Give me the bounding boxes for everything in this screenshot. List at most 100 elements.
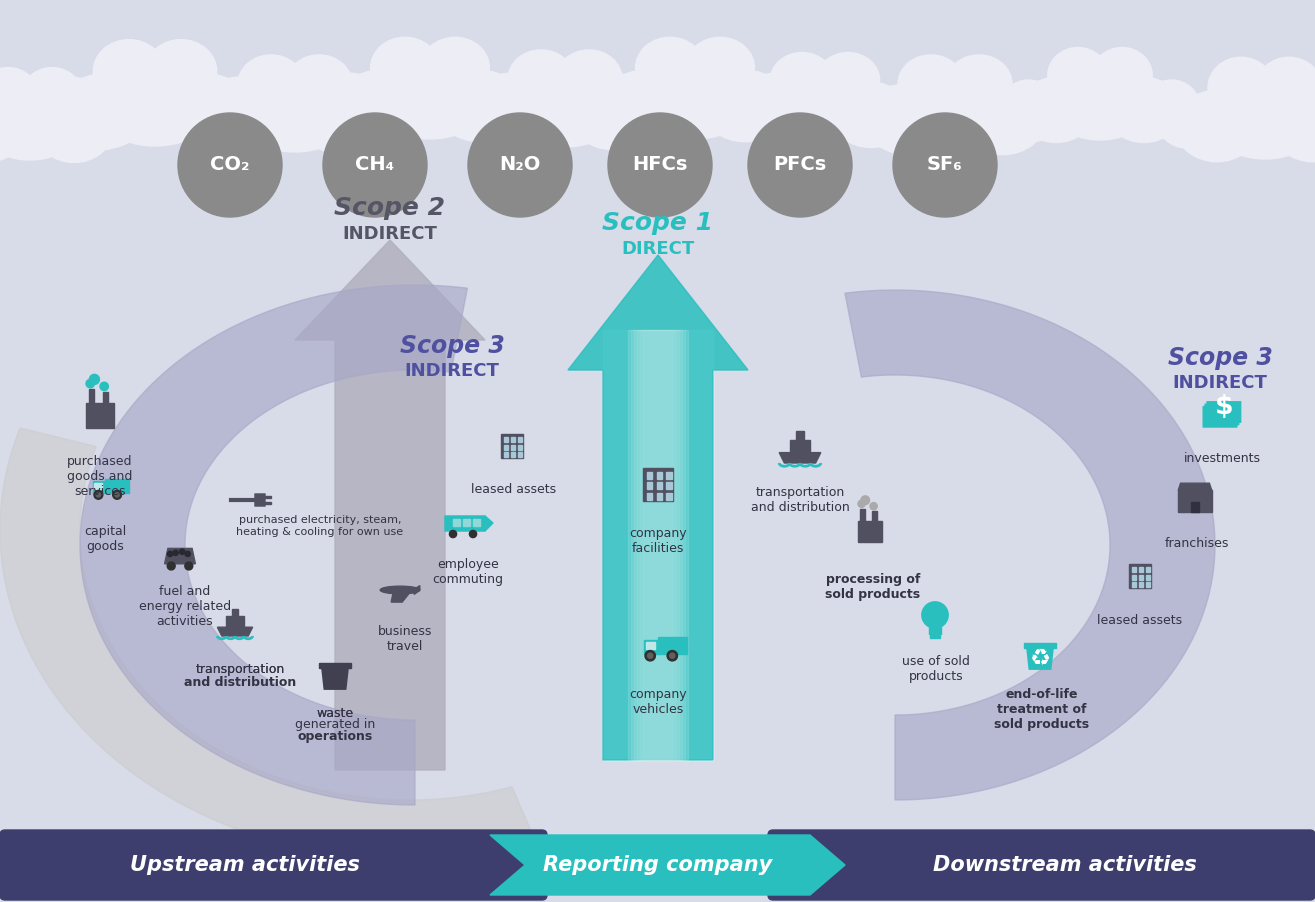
Ellipse shape	[475, 81, 559, 150]
FancyBboxPatch shape	[89, 389, 95, 406]
Text: employee
commuting: employee commuting	[433, 558, 504, 586]
FancyBboxPatch shape	[444, 516, 485, 531]
Polygon shape	[0, 428, 537, 860]
FancyBboxPatch shape	[85, 403, 114, 428]
FancyBboxPatch shape	[504, 437, 508, 442]
FancyBboxPatch shape	[647, 483, 652, 490]
FancyBboxPatch shape	[266, 502, 271, 504]
Ellipse shape	[1208, 57, 1274, 118]
Polygon shape	[217, 627, 252, 636]
Ellipse shape	[635, 37, 705, 97]
Circle shape	[174, 550, 179, 556]
Circle shape	[89, 374, 100, 384]
Ellipse shape	[380, 586, 419, 594]
Circle shape	[667, 650, 677, 661]
Polygon shape	[1027, 648, 1053, 669]
FancyBboxPatch shape	[928, 627, 942, 634]
Ellipse shape	[437, 70, 523, 142]
Circle shape	[93, 491, 103, 499]
Circle shape	[644, 650, 655, 661]
Circle shape	[922, 602, 948, 628]
Text: INDIRECT: INDIRECT	[1173, 374, 1268, 392]
Ellipse shape	[0, 68, 38, 123]
FancyBboxPatch shape	[667, 483, 672, 490]
Text: processing of
sold products: processing of sold products	[826, 573, 920, 601]
Ellipse shape	[871, 85, 928, 135]
Text: leased assets: leased assets	[1098, 614, 1182, 627]
Ellipse shape	[1211, 74, 1315, 134]
Ellipse shape	[337, 70, 423, 142]
Text: Scope 2: Scope 2	[334, 196, 446, 220]
Polygon shape	[413, 585, 419, 594]
Circle shape	[113, 491, 121, 499]
Text: CO₂: CO₂	[210, 155, 250, 174]
Text: transportation: transportation	[196, 663, 284, 676]
Ellipse shape	[817, 52, 880, 107]
Circle shape	[323, 113, 427, 217]
Polygon shape	[846, 290, 1215, 800]
FancyBboxPatch shape	[0, 830, 547, 900]
Ellipse shape	[773, 68, 877, 123]
Ellipse shape	[961, 87, 1045, 154]
Polygon shape	[780, 453, 821, 463]
FancyBboxPatch shape	[1139, 582, 1143, 587]
FancyBboxPatch shape	[473, 519, 480, 526]
Text: Scope 1: Scope 1	[602, 211, 714, 235]
FancyBboxPatch shape	[1024, 643, 1056, 648]
Circle shape	[647, 653, 652, 658]
Ellipse shape	[235, 68, 355, 152]
FancyBboxPatch shape	[857, 520, 882, 542]
Polygon shape	[322, 667, 348, 689]
FancyBboxPatch shape	[1132, 582, 1136, 587]
FancyBboxPatch shape	[640, 330, 676, 760]
Text: leased assets: leased assets	[472, 483, 556, 496]
FancyBboxPatch shape	[266, 495, 271, 499]
Ellipse shape	[722, 85, 778, 135]
Text: purchased
goods and
services: purchased goods and services	[67, 455, 133, 498]
Polygon shape	[485, 516, 493, 531]
Circle shape	[469, 530, 476, 538]
FancyBboxPatch shape	[95, 483, 103, 489]
FancyBboxPatch shape	[656, 472, 663, 479]
FancyBboxPatch shape	[463, 519, 469, 526]
Text: CH₄: CH₄	[355, 155, 394, 174]
Polygon shape	[80, 285, 467, 805]
FancyBboxPatch shape	[647, 472, 652, 479]
Ellipse shape	[238, 55, 304, 113]
Ellipse shape	[508, 50, 575, 107]
Ellipse shape	[1003, 89, 1063, 142]
Text: franchises: franchises	[1165, 537, 1230, 550]
Ellipse shape	[0, 97, 25, 162]
Text: operations: operations	[297, 730, 372, 743]
FancyBboxPatch shape	[629, 330, 688, 760]
Circle shape	[608, 113, 711, 217]
Ellipse shape	[241, 70, 348, 128]
Ellipse shape	[0, 82, 79, 137]
FancyBboxPatch shape	[646, 641, 655, 649]
Ellipse shape	[768, 65, 882, 145]
Ellipse shape	[458, 84, 517, 136]
FancyBboxPatch shape	[1145, 575, 1151, 580]
FancyBboxPatch shape	[1145, 582, 1151, 587]
FancyBboxPatch shape	[1205, 404, 1239, 425]
FancyBboxPatch shape	[636, 330, 679, 760]
FancyBboxPatch shape	[930, 634, 940, 638]
FancyBboxPatch shape	[93, 481, 107, 493]
Text: and distribution: and distribution	[184, 676, 296, 689]
FancyBboxPatch shape	[504, 452, 508, 457]
FancyBboxPatch shape	[643, 640, 659, 654]
Ellipse shape	[421, 37, 489, 97]
FancyBboxPatch shape	[452, 519, 460, 526]
Circle shape	[167, 562, 175, 570]
FancyBboxPatch shape	[1132, 575, 1136, 580]
FancyBboxPatch shape	[796, 430, 803, 441]
Text: PFCs: PFCs	[773, 155, 827, 174]
Ellipse shape	[1045, 60, 1155, 140]
FancyBboxPatch shape	[501, 434, 523, 458]
Ellipse shape	[187, 89, 247, 142]
Text: transportation
and distribution: transportation and distribution	[751, 486, 849, 514]
Polygon shape	[490, 835, 846, 895]
Text: use of sold
products: use of sold products	[902, 655, 970, 683]
Ellipse shape	[22, 68, 83, 123]
Ellipse shape	[89, 54, 220, 146]
